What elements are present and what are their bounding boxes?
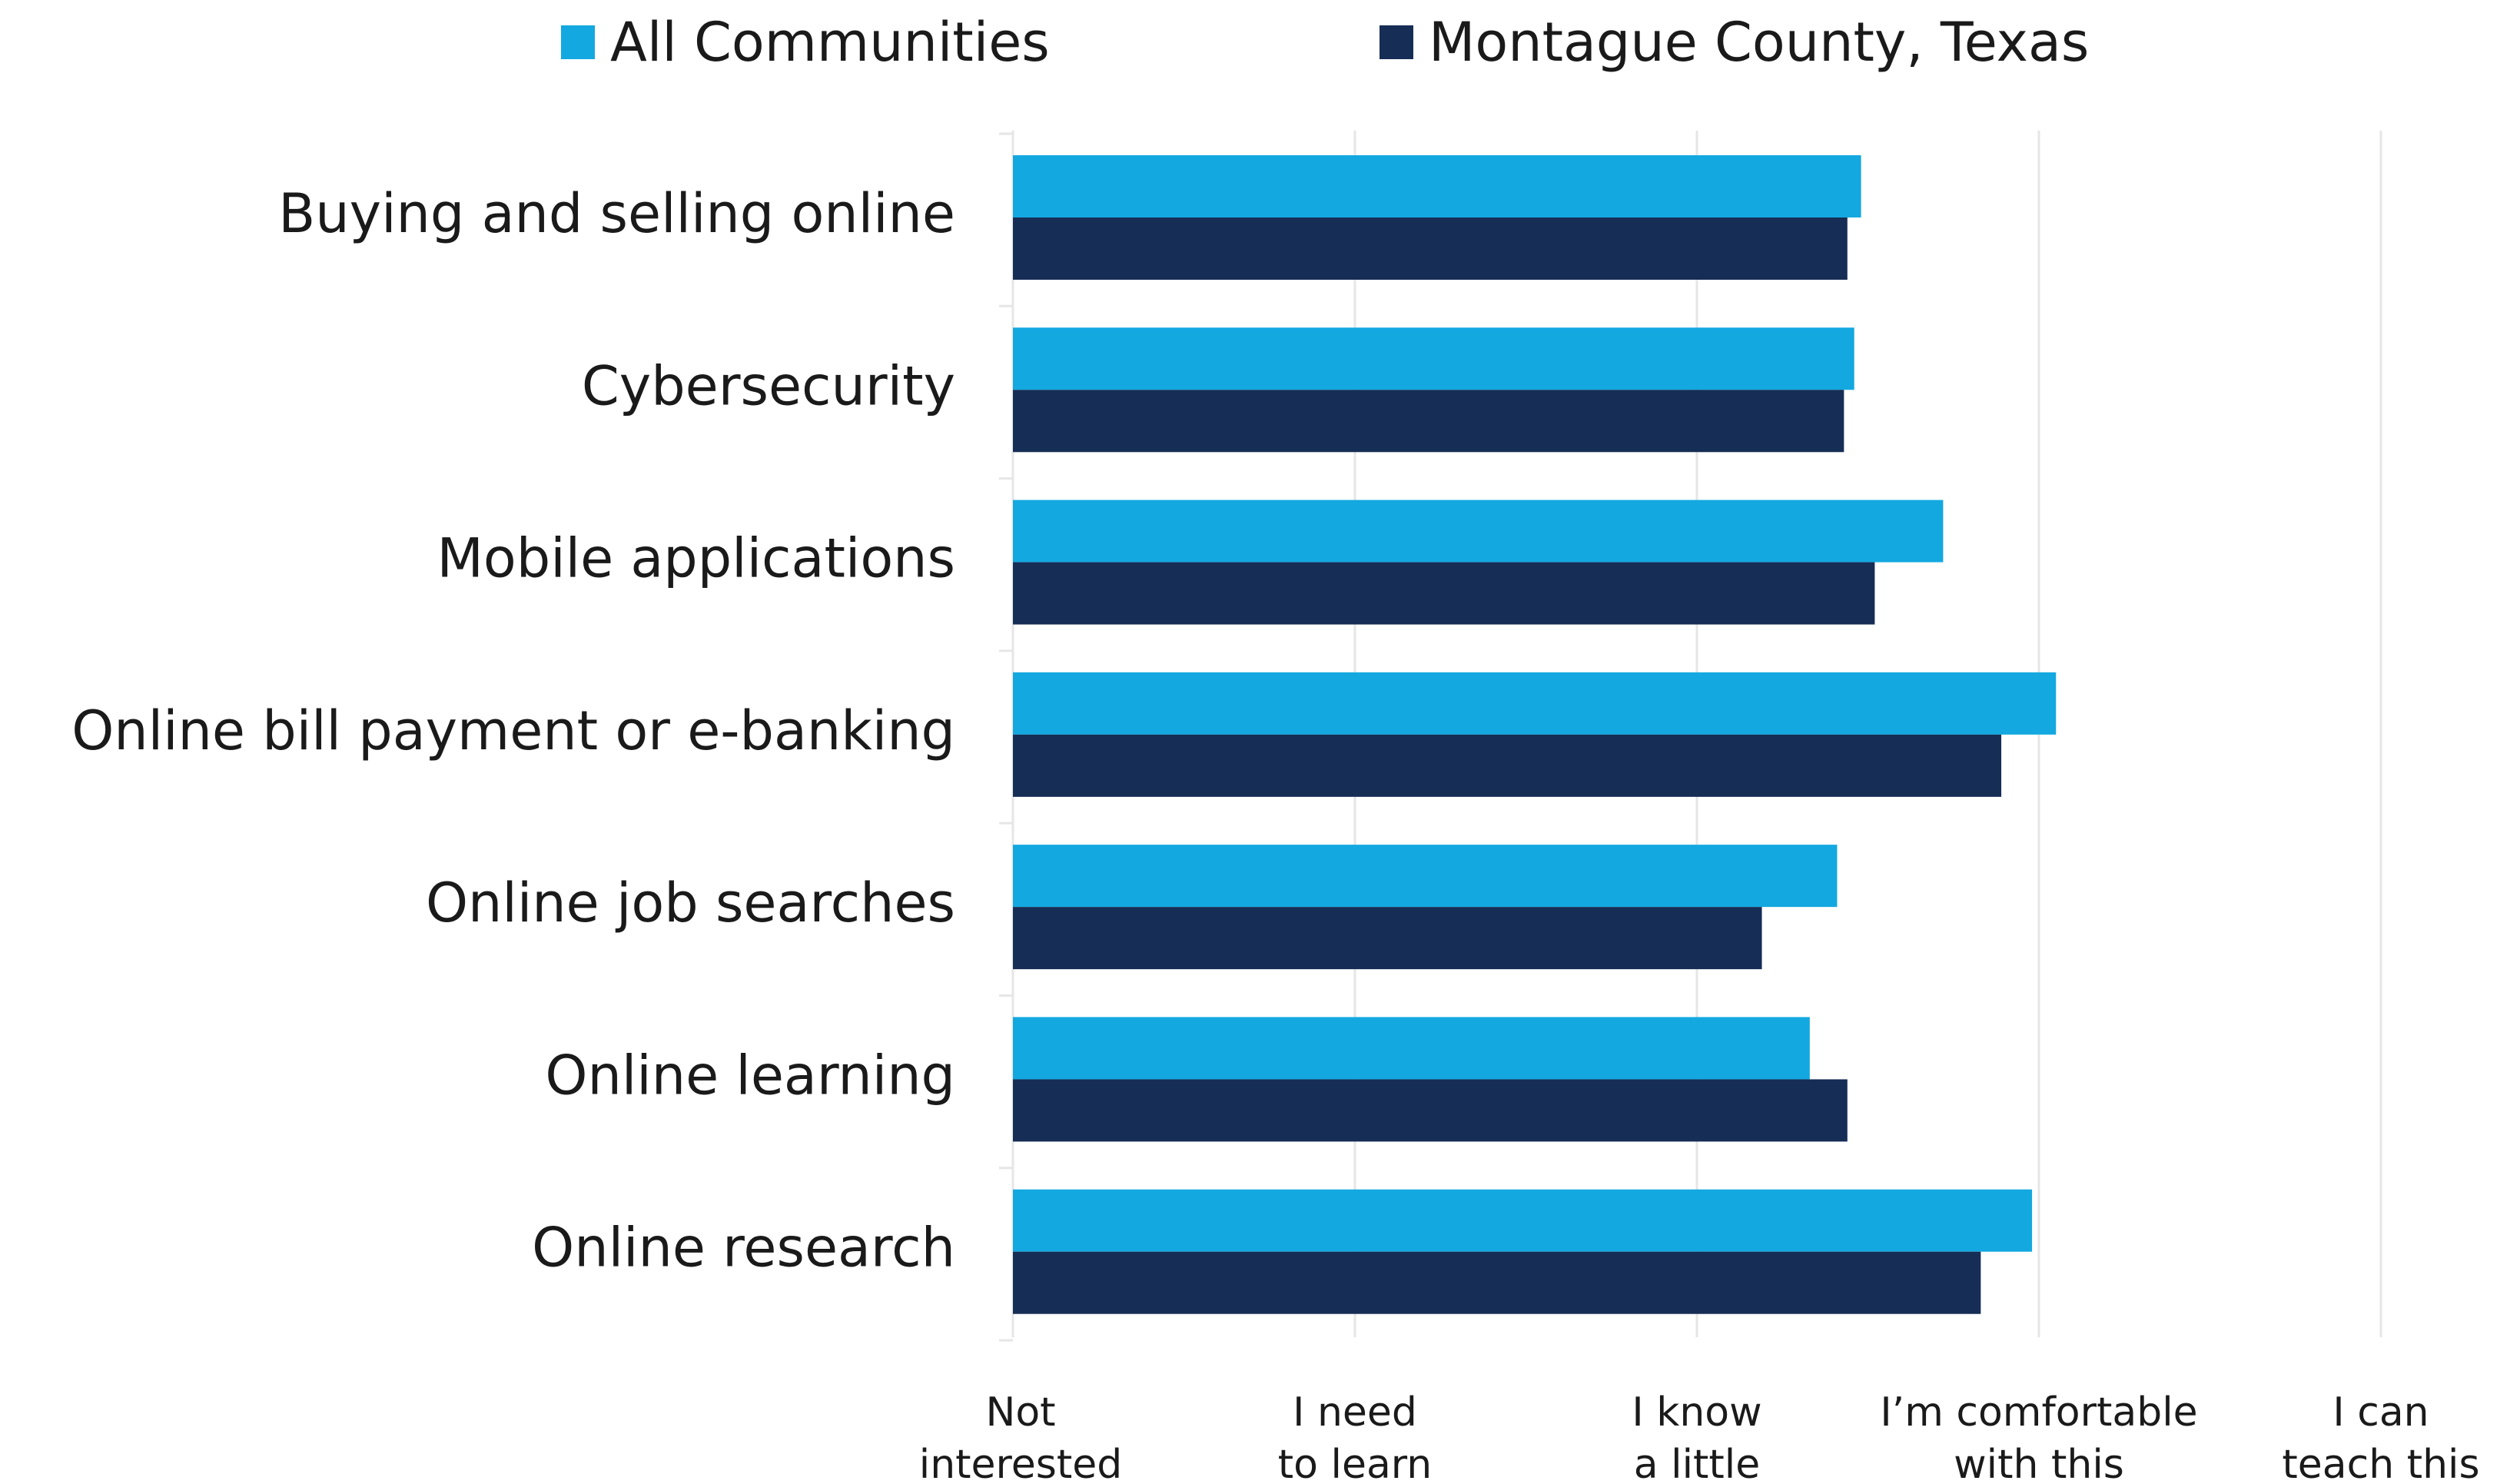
legend: All Communities Montague County, Texas xyxy=(0,0,2520,85)
category-label: Online research xyxy=(532,1217,955,1280)
legend-label-all-communities: All Communities xyxy=(610,11,1050,74)
bar-all-communities-4 xyxy=(1013,845,1838,908)
bar-all-communities-0 xyxy=(1013,155,1861,217)
bar-montague-county-1 xyxy=(1013,390,1844,453)
x-tick-label: to learn xyxy=(1278,1442,1432,1484)
category-label: Online learning xyxy=(545,1044,955,1107)
x-tick-label: I know xyxy=(1632,1389,1761,1436)
legend-item-montague-county: Montague County, Texas xyxy=(1380,14,2089,71)
legend-label-montague-county: Montague County, Texas xyxy=(1429,11,2090,74)
x-tick-label: a little xyxy=(1634,1442,1761,1484)
bar-montague-county-5 xyxy=(1013,1079,1848,1142)
x-tick-label: I can xyxy=(2332,1389,2429,1436)
bar-montague-county-2 xyxy=(1013,562,1875,625)
bar-all-communities-3 xyxy=(1013,672,2057,735)
category-label: Buying and selling online xyxy=(278,182,955,245)
x-tick-label: I need xyxy=(1293,1389,1417,1436)
bar-montague-county-3 xyxy=(1013,734,2002,797)
category-label: Online bill payment or e-banking xyxy=(71,699,955,762)
bar-all-communities-6 xyxy=(1013,1189,2033,1252)
category-label: Cybersecurity xyxy=(582,354,955,417)
bar-montague-county-0 xyxy=(1013,217,1848,280)
category-label: Mobile applications xyxy=(437,527,955,590)
x-tick-label: interested xyxy=(919,1442,1123,1484)
bar-montague-county-4 xyxy=(1013,907,1762,970)
legend-swatch-all-communities xyxy=(561,25,595,59)
bar-all-communities-1 xyxy=(1013,327,1854,390)
bar-all-communities-5 xyxy=(1013,1017,1810,1080)
bar-montague-county-6 xyxy=(1013,1251,1981,1314)
x-tick-label: I’m comfortable xyxy=(1880,1389,2197,1436)
category-label: Online job searches xyxy=(426,871,955,935)
legend-swatch-montague-county xyxy=(1380,25,1413,59)
x-tick-label: with this xyxy=(1954,1442,2124,1484)
x-tick-label: teach this xyxy=(2282,1442,2479,1484)
legend-item-all-communities: All Communities xyxy=(561,14,1050,71)
bar-all-communities-2 xyxy=(1013,500,1944,563)
x-tick-label: Not xyxy=(985,1389,1055,1436)
